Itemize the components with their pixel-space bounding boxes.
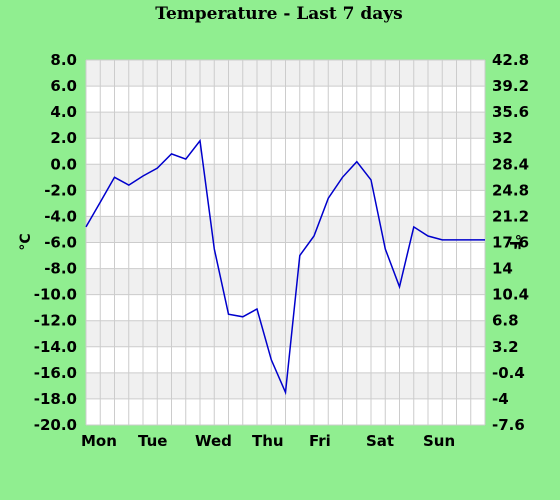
y-tick-label-right: 35.6 [492, 103, 529, 121]
y-tick-label-left: -12.0 [34, 312, 77, 330]
y-tick-label-left: -6.0 [44, 234, 77, 252]
x-tick-label: Thu [252, 432, 284, 450]
y-tick-label-left: 4.0 [50, 103, 77, 121]
y-tick-label-left: -2.0 [44, 181, 77, 199]
x-tick-label: Fri [309, 432, 331, 450]
y-tick-label-right: 6.8 [492, 312, 519, 330]
y-tick-label-right: 39.2 [492, 77, 529, 95]
y-tick-label-left: -8.0 [44, 260, 77, 278]
y-tick-label-left: -18.0 [34, 390, 77, 408]
y-tick-label-left: -20.0 [34, 416, 77, 434]
y-tick-label-right: 21.2 [492, 207, 529, 225]
right-axis: 42.8 39.2 35.6 32 28.4 24.8 21.2 17.6 14 10.4 6.8 3… [492, 51, 529, 434]
y-tick-label-right: -4 [492, 390, 509, 408]
y-tick-label-left: 6.0 [50, 77, 77, 95]
x-tick-label: Wed [195, 432, 232, 450]
y-axis-label-right: °F [506, 234, 522, 251]
y-tick-label-right: 17.6 [492, 234, 529, 252]
chart-title: Temperature - Last 7 days [155, 4, 402, 24]
y-tick-label-left: -4.0 [44, 207, 77, 225]
y-tick-label-left: 8.0 [50, 51, 77, 69]
y-tick-label-right: -0.4 [492, 364, 525, 382]
y-tick-label-right: 28.4 [492, 155, 529, 173]
y-tick-label-left: -10.0 [34, 286, 77, 304]
series-layer [85, 138, 485, 396]
y-tick-label-right: 24.8 [492, 181, 529, 199]
y-axis-label-left: °C [18, 233, 34, 250]
y-tick-label-left: -14.0 [34, 338, 77, 356]
y-tick-label-right: -7.6 [492, 416, 525, 434]
x-tick-label: Sun [423, 432, 455, 450]
grid-lines [85, 59, 486, 426]
y-tick-label-left: 0.0 [50, 155, 77, 173]
x-tick-label: Sat [366, 432, 394, 450]
left-axis: 8.0 6.0 4.0 2.0 0.0 -2.0 -4.0 -6.0 -8.0 -10.0 -12.… [34, 51, 77, 434]
y-tick-label-right: 3.2 [492, 338, 519, 356]
x-tick-label: Tue [138, 432, 167, 450]
y-tick-label-left: 2.0 [50, 129, 77, 147]
y-tick-label-right: 14 [492, 260, 513, 278]
x-axis: Mon Tue Wed Thu Fri Sat Sun [81, 432, 455, 450]
temperature-line [85, 138, 485, 396]
y-tick-label-right: 42.8 [492, 51, 529, 69]
y-tick-label-right: 32 [492, 129, 513, 147]
x-tick-label: Mon [81, 432, 117, 450]
y-tick-label-right: 10.4 [492, 286, 529, 304]
y-tick-label-left: -16.0 [34, 364, 77, 382]
